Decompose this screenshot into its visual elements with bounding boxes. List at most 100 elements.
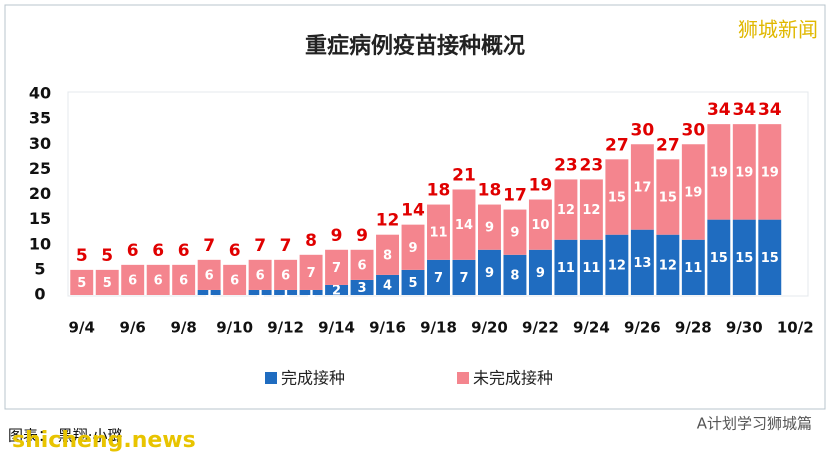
bar-segment	[605, 159, 629, 235]
value-label: 8	[510, 268, 519, 283]
value-label: 7	[307, 266, 316, 281]
bar-segment	[70, 269, 94, 295]
value-label: 1	[256, 286, 265, 301]
value-label: 7	[332, 261, 341, 276]
x-tick-label: 9/24	[573, 319, 610, 337]
bar-segment	[146, 264, 170, 295]
bar-segment	[223, 264, 247, 295]
bar-segment	[503, 254, 527, 295]
total-label: 23	[554, 155, 578, 175]
value-label: 14	[455, 218, 473, 233]
bar-segment	[274, 289, 298, 295]
x-tick-label: 9/22	[522, 319, 559, 337]
y-tick-label: 35	[29, 109, 51, 128]
x-tick-label: 9/14	[318, 319, 355, 337]
value-label: 12	[582, 203, 600, 218]
bar-segment	[681, 239, 705, 295]
bar-segment	[477, 249, 501, 295]
value-label: 10	[531, 218, 549, 233]
bar-segment	[579, 179, 603, 240]
total-label: 30	[631, 120, 655, 140]
x-tick-label: 9/28	[675, 319, 712, 337]
total-label: 9	[356, 226, 368, 246]
bar-segment	[732, 124, 756, 220]
y-tick-label: 0	[34, 285, 45, 304]
value-label: 11	[557, 261, 575, 276]
value-label: 15	[710, 251, 728, 266]
value-label: 6	[154, 273, 163, 288]
total-label: 12	[376, 211, 400, 231]
bar-segment	[707, 219, 731, 295]
bar-segment	[528, 199, 552, 250]
bar-segment	[707, 124, 731, 220]
bar-segment	[197, 289, 221, 295]
value-label: 15	[761, 251, 779, 266]
footer-site: shicheng.news	[12, 428, 196, 453]
total-label: 7	[203, 236, 215, 256]
legend-swatch	[265, 372, 277, 384]
x-tick-label: 9/12	[267, 319, 304, 337]
value-label: 1	[205, 286, 214, 301]
total-label: 5	[76, 246, 88, 266]
total-label: 18	[427, 181, 451, 201]
watermark: 狮城新闻	[738, 18, 818, 42]
total-label: 7	[280, 236, 292, 256]
value-label: 13	[633, 256, 651, 271]
bar-segment	[350, 249, 374, 280]
total-label: 14	[401, 201, 425, 221]
bar-segment	[248, 259, 272, 290]
bar-segment	[299, 254, 323, 290]
bar-segment	[605, 234, 629, 295]
value-label: 15	[659, 191, 677, 206]
bar-segment	[452, 259, 476, 295]
value-label: 6	[281, 268, 290, 283]
bar-segment	[656, 159, 680, 235]
x-tick-label: 9/26	[624, 319, 661, 337]
bar-segment	[376, 274, 400, 295]
total-label: 34	[707, 100, 731, 120]
value-label: 19	[761, 165, 779, 180]
bar-segment	[197, 259, 221, 290]
value-label: 6	[179, 273, 188, 288]
bar-segment	[452, 189, 476, 260]
total-label: 27	[605, 135, 629, 155]
x-tick-label: 9/16	[369, 319, 406, 337]
chart-title: 重症病例疫苗接种概况	[305, 33, 525, 59]
y-tick-label: 30	[29, 134, 51, 153]
bar-segment	[503, 209, 527, 255]
value-label: 1	[281, 286, 290, 301]
total-label: 6	[152, 241, 164, 261]
bar-segment	[681, 144, 705, 240]
bar-segment	[758, 219, 782, 295]
value-label: 6	[256, 268, 265, 283]
value-label: 9	[485, 221, 494, 236]
x-tick-label: 9/4	[69, 319, 95, 337]
y-tick-label: 40	[29, 84, 51, 103]
legend-label: 未完成接种	[473, 369, 553, 388]
bar-segment	[299, 289, 323, 295]
value-label: 9	[536, 266, 545, 281]
value-label: 19	[710, 165, 728, 180]
bar-segment	[427, 259, 450, 295]
bar-segment	[477, 204, 501, 250]
x-tick-label: 10/2	[777, 319, 814, 337]
bar-segment	[528, 249, 552, 295]
total-label: 34	[732, 100, 756, 120]
y-tick-label: 5	[34, 259, 45, 278]
bar-segment	[554, 179, 578, 240]
total-label: 7	[254, 236, 266, 256]
total-label: 19	[529, 176, 553, 196]
legend-label: 完成接种	[281, 369, 345, 388]
bar-segment	[121, 264, 145, 295]
value-label: 3	[358, 281, 367, 296]
total-label: 6	[127, 241, 139, 261]
total-label: 17	[503, 186, 527, 206]
x-tick-label: 9/8	[170, 319, 196, 337]
value-label: 5	[77, 276, 86, 291]
total-label: 30	[681, 120, 705, 140]
value-label: 19	[684, 185, 702, 200]
bar-segment	[376, 234, 400, 275]
y-tick-label: 10	[29, 234, 51, 253]
value-label: 2	[332, 283, 341, 298]
